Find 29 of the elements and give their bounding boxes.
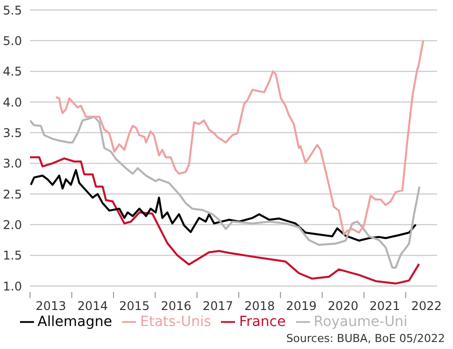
y-tick-label: 5.5: [2, 3, 22, 18]
line-series: [54, 40, 424, 236]
line-series: [30, 116, 420, 269]
x-tick-label: 2016: [160, 299, 192, 313]
line-series: [30, 156, 420, 285]
source-note: Sources: BUBA, BoE 05/2022: [286, 332, 445, 345]
x-tick-label: 2021: [370, 299, 400, 313]
y-tick-label: 2.5: [2, 187, 22, 202]
y-tick-label: 4.5: [2, 64, 22, 79]
x-tick-label: 2017: [202, 299, 234, 313]
x-tick-label: 2014: [77, 299, 108, 313]
legend-label: Royaume-Uni: [314, 314, 408, 330]
y-tick-label: 4.0: [2, 95, 22, 110]
x-tick-label: 2013: [36, 299, 66, 313]
x-tick-label: 2019: [286, 299, 317, 313]
y-tick-label: 3.5: [2, 126, 22, 140]
y-tick-label: 1.5: [2, 248, 22, 263]
x-tick-label: 2020: [328, 299, 358, 313]
x-tick-label: 2022: [411, 299, 442, 313]
y-tick-label: 5.0: [2, 34, 22, 48]
legend-label: France: [239, 314, 286, 330]
y-tick-label: 3.0: [2, 156, 22, 171]
line-series: [30, 169, 417, 242]
x-tick-label: 2018: [244, 299, 275, 313]
x-tick-label: 2015: [119, 299, 150, 313]
y-tick-label: 2.0: [2, 218, 22, 232]
legend-label: Etats-Unis: [140, 314, 212, 330]
legend-label: Allemagne: [38, 314, 112, 330]
y-tick-label: 1.0: [2, 279, 22, 294]
